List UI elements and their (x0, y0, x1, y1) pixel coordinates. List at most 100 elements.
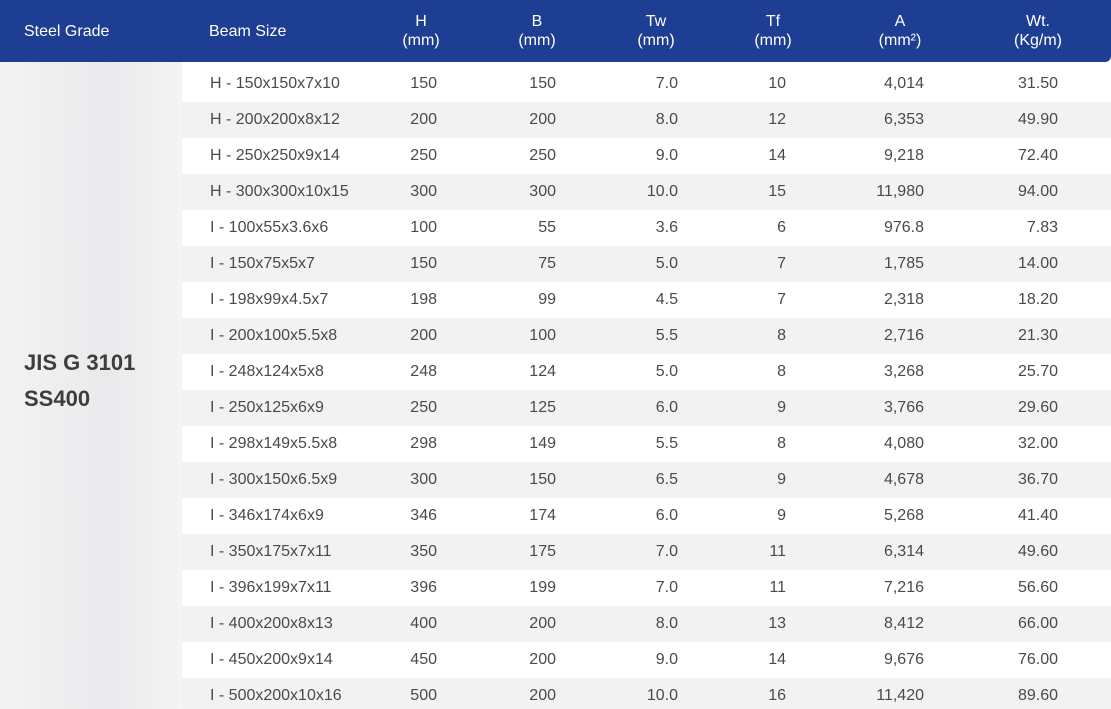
table-cell: 10 (768, 75, 786, 92)
table-cell: 21.30 (1017, 327, 1058, 344)
table-cell: 200 (410, 111, 437, 128)
steel-grade-line: JIS G 3101 (24, 350, 136, 375)
table-row: I - 200x100x5.5x8 200 100 5.5 8 2,716 21.30 (182, 318, 1111, 354)
beam-size: I - 400x200x8x13 (210, 615, 333, 632)
header-text: (mm) (402, 32, 440, 49)
table-cell: 5.0 (655, 363, 678, 380)
table-cell: 49.90 (1017, 111, 1058, 128)
table-row: I - 198x99x4.5x7 198 99 4.5 7 2,318 18.20 (182, 282, 1111, 318)
table-cell: 6.0 (655, 399, 678, 416)
table-cell: 7.0 (655, 543, 678, 560)
table-cell: 200 (529, 651, 556, 668)
table-cell: 2,318 (883, 291, 924, 308)
table-row: H - 250x250x9x14 250 250 9.0 14 9,218 72.40 (182, 138, 1111, 174)
table-cell: 248 (410, 363, 437, 380)
table-cell: 250 (410, 147, 437, 164)
table-cell: 300 (410, 183, 437, 200)
table-cell: 250 (529, 147, 556, 164)
table-cell: 150 (410, 255, 437, 272)
table-cell: 200 (410, 327, 437, 344)
table-cell: 10.0 (646, 687, 678, 704)
table-cell: 94.00 (1017, 183, 1058, 200)
beam-size: I - 200x100x5.5x8 (210, 327, 338, 344)
table-cell: 9 (777, 399, 786, 416)
table-cell: 7.0 (655, 579, 678, 596)
header-text: (mm) (637, 32, 675, 49)
table-cell: 200 (529, 111, 556, 128)
beam-size: I - 300x150x6.5x9 (210, 471, 338, 488)
table-cell: 6.0 (655, 507, 678, 524)
table-cell: 1,785 (883, 255, 924, 272)
header-cell: A (mm²) (840, 12, 960, 50)
table-cell: 3,766 (883, 399, 924, 416)
table-cell: 72.40 (1017, 147, 1058, 164)
table-cell: 11 (769, 543, 786, 560)
table-row: I - 400x200x8x13 400 200 8.0 13 8,412 66.00 (182, 606, 1111, 642)
table-row: I - 100x55x3.6x6 100 55 3.6 6 976.8 7.83 (182, 210, 1111, 246)
header-cell: Tw (mm) (596, 12, 716, 50)
table-row: H - 150x150x7x10 150 150 7.0 10 4,014 31.50 (182, 66, 1111, 102)
table-cell: 31.50 (1017, 75, 1058, 92)
table-row: I - 250x125x6x9 250 125 6.0 9 3,766 29.60 (182, 390, 1111, 426)
beam-size: H - 300x300x10x15 (210, 183, 349, 200)
table-cell: 7.0 (655, 75, 678, 92)
table-cell: 41.40 (1017, 507, 1058, 524)
table-cell: 14.00 (1017, 255, 1058, 272)
table-cell: 89.60 (1017, 687, 1058, 704)
header-text: A (894, 13, 906, 30)
table-cell: 9 (777, 471, 786, 488)
table-cell: 125 (529, 399, 556, 416)
table-row: I - 396x199x7x11 396 199 7.0 11 7,216 56.60 (182, 570, 1111, 606)
beam-size: I - 450x200x9x14 (210, 651, 333, 668)
table-cell: 396 (410, 579, 437, 596)
table-row: I - 150x75x5x7 150 75 5.0 7 1,785 14.00 (182, 246, 1111, 282)
table-cell: 99 (538, 291, 556, 308)
table-cell: 6 (777, 219, 786, 236)
table-cell: 7,216 (883, 579, 924, 596)
table-cell: 11 (769, 579, 786, 596)
table-cell: 9,676 (883, 651, 924, 668)
table-cell: 76.00 (1017, 651, 1058, 668)
table-cell: 25.70 (1017, 363, 1058, 380)
table-cell: 250 (410, 399, 437, 416)
table-cell: 8 (777, 327, 786, 344)
header-cell: H (mm) (361, 12, 481, 50)
beam-size: H - 250x250x9x14 (210, 147, 340, 164)
beam-size: I - 198x99x4.5x7 (210, 291, 329, 308)
table-cell: 6,314 (883, 543, 924, 560)
table-row: I - 298x149x5.5x8 298 149 5.5 8 4,080 32.00 (182, 426, 1111, 462)
table-cell: 200 (529, 687, 556, 704)
table-cell: 9 (777, 507, 786, 524)
table-cell: 300 (410, 471, 437, 488)
table-cell: 450 (410, 651, 437, 668)
table-row: H - 300x300x10x15 300 300 10.0 15 11,980 94.00 (182, 174, 1111, 210)
header-text: Beam Size (209, 22, 287, 40)
table-row: I - 346x174x6x9 346 174 6.0 9 5,268 41.40 (182, 498, 1111, 534)
table-cell: 150 (410, 75, 437, 92)
table-row: I - 500x200x10x16 500 200 10.0 16 11,420 89.60 (182, 678, 1111, 709)
steel-grade-line: SS400 (24, 386, 91, 411)
header-text: (mm) (754, 32, 792, 49)
header-cell: B (mm) (477, 12, 597, 50)
table-cell: 56.60 (1017, 579, 1058, 596)
table-cell: 14 (768, 147, 786, 164)
steel-grade: JIS G 3101 SS400 (24, 345, 135, 417)
table-cell: 150 (529, 75, 556, 92)
beam-size: I - 350x175x7x11 (210, 543, 332, 560)
table-cell: 298 (410, 435, 437, 452)
header-cell: Wt. (Kg/m) (978, 12, 1098, 50)
table-cell: 2,716 (883, 327, 924, 344)
table-cell: 15 (768, 183, 786, 200)
table-row: H - 200x200x8x12 200 200 8.0 12 6,353 49.90 (182, 102, 1111, 138)
beam-size: I - 248x124x5x8 (210, 363, 324, 380)
table-cell: 11,420 (876, 687, 924, 704)
table-cell: 11,980 (876, 183, 924, 200)
header-text: (mm²) (878, 32, 922, 49)
table-cell: 9,218 (883, 147, 924, 164)
table-cell: 5,268 (883, 507, 924, 524)
header-text: (Kg/m) (1014, 32, 1062, 49)
header-text: B (531, 13, 543, 30)
table-cell: 29.60 (1017, 399, 1058, 416)
steel-grade-cell: JIS G 3101 SS400 (0, 62, 182, 709)
